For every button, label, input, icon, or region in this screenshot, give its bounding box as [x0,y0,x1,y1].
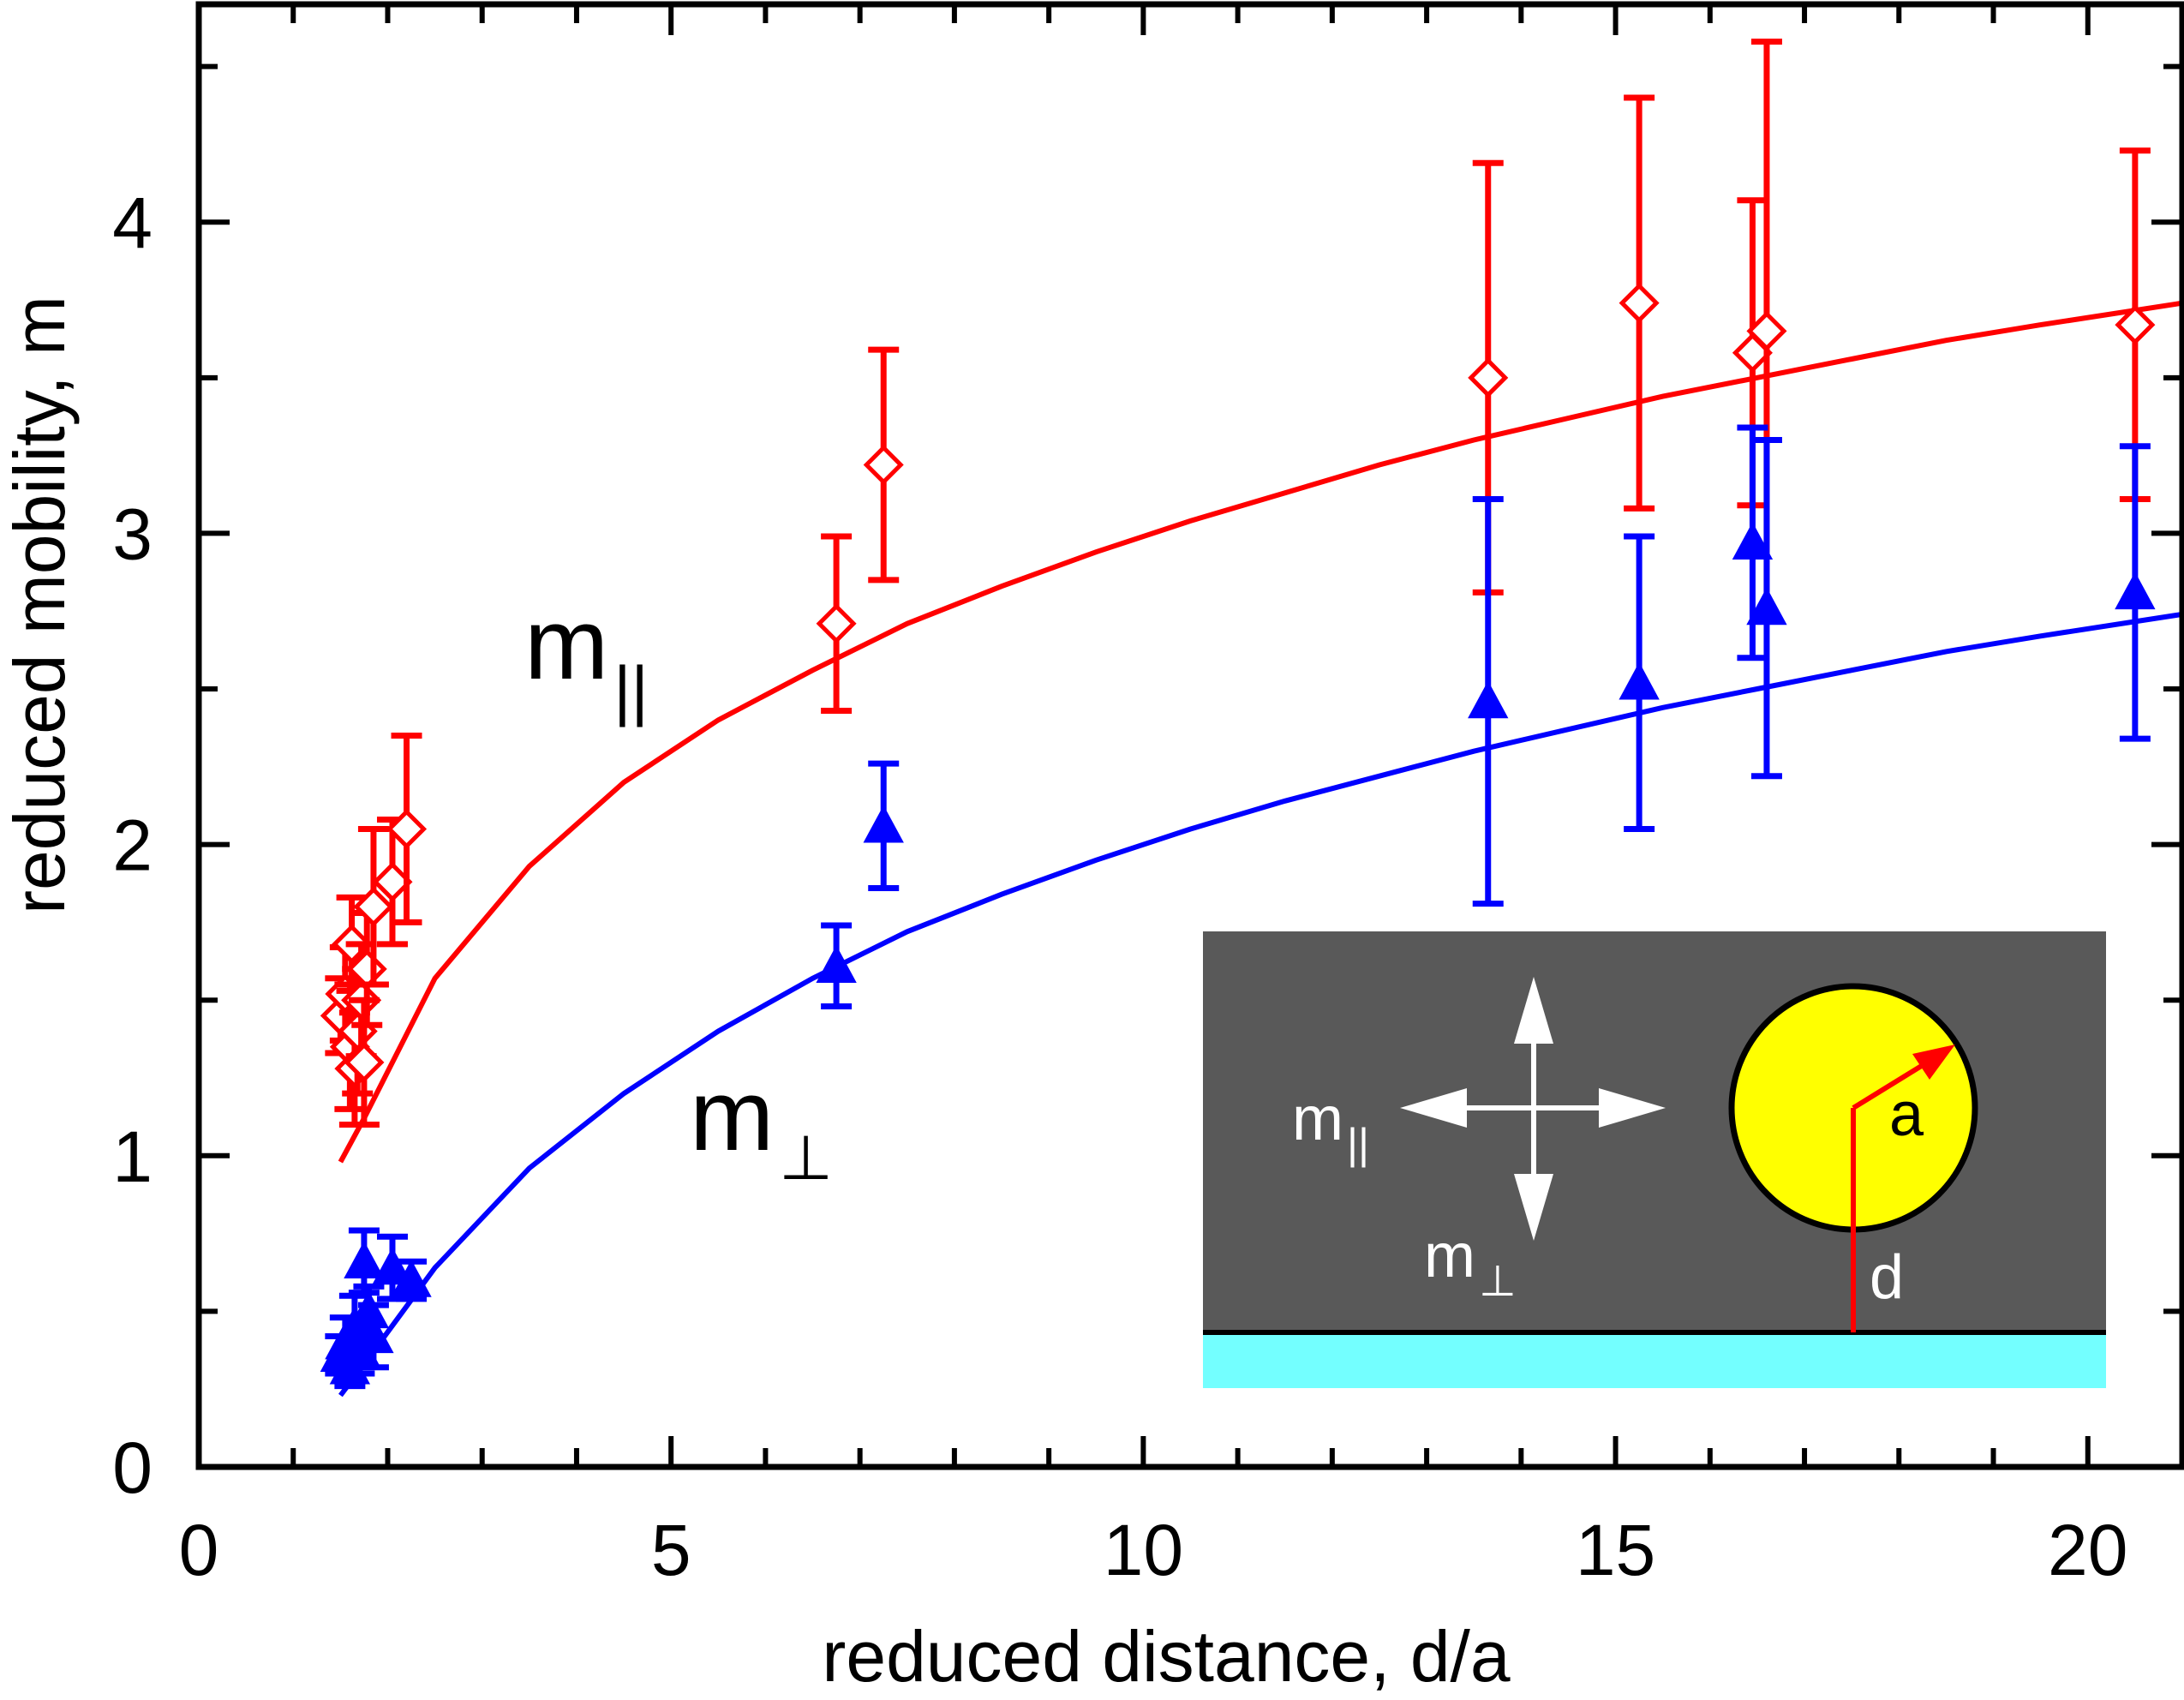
inset-radius-arrow-icon [1851,1045,1955,1332]
m-parallel-annotation: m|| [524,588,649,727]
x-tick-label: 15 [1576,1510,1655,1590]
m_perpendicular_data-triangle-marker [1619,661,1660,700]
m_parallel_data-diamond-marker [2115,304,2156,345]
y-tick-label: 1 [112,1116,153,1197]
m_perpendicular_data-triangle-marker [1468,680,1509,719]
m_parallel_theory-curve [338,300,2183,1164]
y-axis-label: reduced mobility, m [0,296,80,914]
m_perpendicular_data-point [372,1233,413,1302]
inset-distance-label: d [1870,1243,1904,1312]
inset-schematic: m|| m⊥ a d [1203,931,2106,1388]
x-axis-label: reduced distance, d/a [822,1616,1510,1696]
m_parallel_data-diamond-marker [863,444,904,486]
m_perpendicular_data-triangle-marker [1732,522,1774,560]
y-tick-label: 4 [112,183,153,263]
inset-m-parallel-label: m|| [1292,1085,1369,1168]
m_parallel_data-diamond-marker [816,603,857,644]
y-tick-label: 0 [112,1428,153,1508]
inset-radius-label: a [1889,1080,1924,1149]
m_parallel_data-point [863,346,904,584]
m_parallel_data-point [344,997,385,1128]
m_perpendicular_data-point [1619,533,1660,832]
x-tick-label: 10 [1104,1510,1183,1590]
m_perpendicular_data-triangle-marker [372,1247,413,1285]
x-tick-label: 20 [2048,1510,2127,1590]
axes: 0 5 10 15 20 0 1 2 3 4 [112,1,2184,1590]
m_parallel_data-diamond-marker [1619,283,1660,324]
m_perpendicular_data-point [1746,436,1787,780]
m_perpendicular_data-triangle-marker [353,1315,394,1354]
m_perpendicular_data-triangle-marker [391,1259,432,1297]
m_parallel_data-point [353,825,394,988]
m_perpendicular_theory-curve [338,611,2183,1398]
m_perpendicular_data-triangle-marker [344,1241,385,1278]
m_parallel_data-diamond-marker [386,808,428,849]
m_parallel_data-diamond-marker [1468,357,1509,398]
m_perpendicular_data-triangle-marker [2115,572,2156,610]
m-perpendicular-annotation: m⊥ [690,1059,833,1193]
m_parallel_data-diamond-marker [344,1042,385,1083]
plot-frame [195,1,2184,1470]
points-layer [320,39,2156,1390]
m_parallel_data-point [816,533,857,714]
m_perpendicular_data-triangle-marker [816,945,857,983]
inset-surface [1203,1332,2106,1388]
direction-arrows-icon [1400,977,1666,1241]
m_perpendicular_data-point [1468,495,1509,907]
m_perpendicular_data-point [816,922,857,1009]
m_perpendicular_data-point [2115,443,2156,742]
m_parallel_data-point [1619,94,1660,512]
x-tick-label: 5 [651,1510,691,1590]
m_parallel_data-point [386,733,428,925]
m_parallel_data-diamond-marker [1746,310,1787,351]
inset-m-perpendicular-label: m⊥ [1424,1222,1517,1305]
m_perpendicular_data-point [391,1258,432,1302]
x-tick-label: 0 [179,1510,219,1590]
curves-layer [338,300,2183,1398]
m_parallel_data-diamond-marker [353,886,394,927]
m_perpendicular_data-point [353,1302,394,1371]
m_parallel_data-point [2115,147,2156,502]
m_perpendicular_data-triangle-marker [863,805,904,843]
y-tick-label: 3 [112,494,153,574]
y-tick-label: 2 [112,805,153,886]
m_perpendicular_data-point [344,1227,385,1296]
m_perpendicular_data-triangle-marker [1746,587,1787,626]
m_perpendicular_data-point [863,760,904,891]
